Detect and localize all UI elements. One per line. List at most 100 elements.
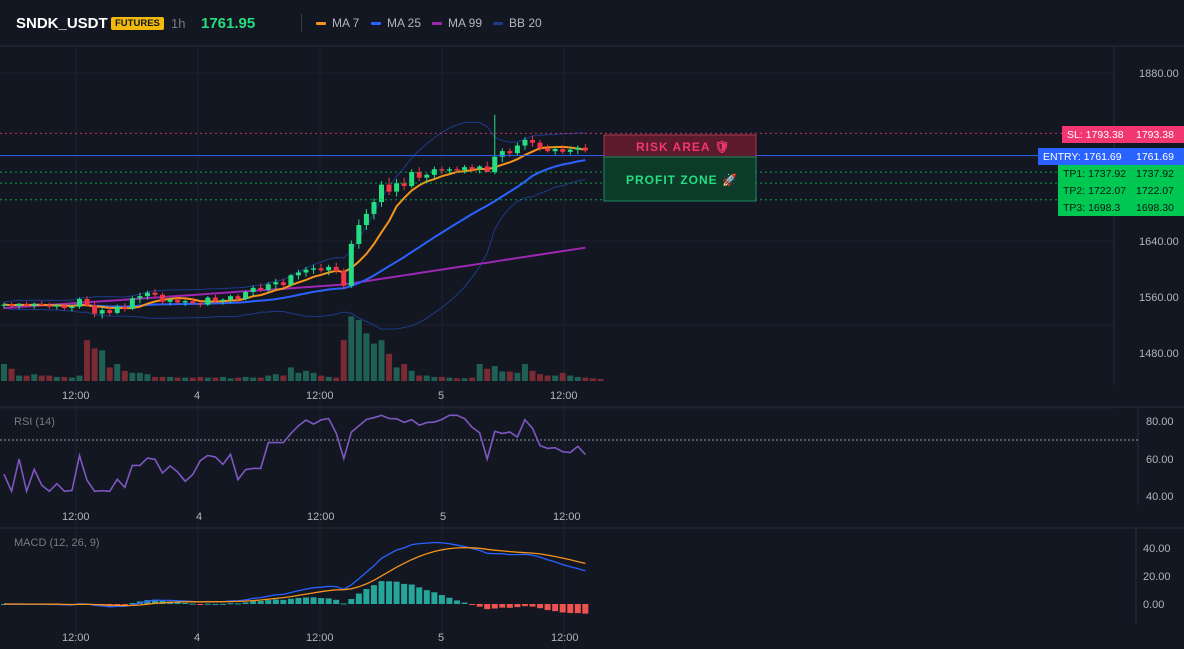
time-label: 4	[194, 390, 200, 402]
volume-bar	[521, 364, 528, 381]
candle-body	[160, 294, 166, 302]
candle-body	[235, 296, 241, 299]
candle-body	[190, 301, 196, 304]
time-axis-main: 12:00 4 12:00 5 12:00	[62, 390, 578, 402]
macd-hist-bar	[370, 585, 377, 604]
volume-bar	[167, 376, 174, 381]
macd-hist-bar	[378, 581, 385, 604]
volume-bar	[250, 377, 257, 381]
candle-body	[137, 296, 143, 299]
volume-bar	[84, 340, 91, 381]
volume-bar	[189, 377, 196, 381]
volume-bar	[484, 368, 491, 381]
timeframe-selector[interactable]: 1h	[171, 16, 186, 31]
candle-body	[280, 282, 286, 286]
volume-bar	[544, 375, 551, 381]
candle-body	[205, 297, 211, 305]
legend-ma7[interactable]: MA 7	[316, 16, 359, 30]
rsi-title: RSI (14)	[14, 416, 55, 428]
candle-body	[416, 172, 422, 178]
candle-body	[341, 271, 347, 286]
volume-bar	[438, 376, 445, 381]
volume-bar	[386, 353, 393, 381]
rsi-tick: 60.00	[1146, 454, 1174, 466]
time-label: 5	[438, 390, 444, 402]
legend-bb20[interactable]: BB 20	[493, 16, 542, 30]
time-label: 12:00	[550, 390, 578, 402]
level-price-value: 1793.38	[1136, 129, 1174, 141]
candle-body	[122, 306, 128, 309]
candle-body	[560, 149, 566, 152]
symbol-name[interactable]: SNDK_USDT	[16, 15, 108, 32]
volume-bar	[1, 364, 7, 381]
macd-hist-bar	[401, 583, 408, 604]
volume-bar	[182, 377, 189, 381]
candle-body	[99, 310, 105, 314]
price-tick: 1560.00	[1139, 292, 1179, 304]
macd-hist-bar	[182, 602, 189, 604]
candle-body	[409, 172, 415, 186]
level-tag-bg	[1062, 126, 1128, 143]
candle-body	[39, 303, 45, 306]
candle-body	[152, 292, 158, 295]
macd-hist-bar	[114, 604, 121, 606]
candle-body	[220, 299, 226, 302]
volume-bar	[53, 376, 60, 381]
candle-body	[175, 299, 181, 303]
candle-body	[129, 298, 135, 309]
time-label: 12:00	[306, 390, 334, 402]
level-price-bg	[1128, 148, 1184, 165]
volume-bar	[76, 375, 83, 381]
legend-ma99[interactable]: MA 99	[432, 16, 482, 30]
candle-body	[61, 305, 67, 309]
header-divider	[301, 14, 302, 32]
macd-hist-bar	[242, 602, 249, 604]
macd-hist-bar	[544, 604, 551, 611]
volume-bar	[219, 376, 226, 381]
level-tag-label: TP3: 1698.3	[1063, 202, 1120, 214]
grid-lines	[0, 45, 1184, 649]
macd-hist-bar	[325, 598, 332, 604]
macd-hist-bar	[287, 598, 294, 604]
volume-bar	[363, 333, 370, 381]
ma25-swatch-icon	[371, 21, 381, 25]
macd-hist-bar	[227, 603, 234, 605]
volume-bar	[559, 372, 566, 381]
candle-body	[545, 148, 551, 152]
macd-hist-bar	[197, 604, 204, 605]
candle-body	[386, 184, 392, 192]
legend-ma25[interactable]: MA 25	[371, 16, 421, 30]
candle-body	[303, 269, 309, 273]
volume-bar	[212, 377, 219, 381]
volume-bar	[476, 364, 483, 381]
macd-hist-bar	[280, 599, 287, 604]
volume-bar	[159, 376, 166, 381]
candle-body	[431, 169, 437, 175]
candle-body	[16, 303, 22, 306]
volume-bar	[303, 370, 309, 381]
profit-zone-label: PROFIT ZONE 🚀	[626, 173, 738, 187]
ma7-swatch-icon	[316, 21, 326, 25]
trade-levels	[0, 132, 1114, 201]
price-tick: 1480.00	[1139, 348, 1179, 360]
macd-tick: 40.00	[1143, 543, 1171, 555]
macd-hist-bar	[529, 604, 536, 607]
candle-body	[469, 167, 475, 170]
macd-hist-bar	[423, 590, 430, 604]
volume-bar	[348, 316, 355, 381]
legend-label: MA 7	[332, 16, 360, 30]
level-price-bg	[1128, 182, 1184, 199]
volume-bar	[408, 370, 415, 381]
macd-hist-bar	[250, 601, 257, 604]
candle-body	[537, 142, 543, 149]
macd-hist-bar	[438, 595, 445, 604]
price-tick: 1640.00	[1139, 236, 1179, 248]
macd-hist-bar	[431, 592, 438, 604]
volume-bar	[204, 377, 211, 381]
macd-hist-bar	[559, 604, 566, 613]
volume-bar	[91, 348, 98, 381]
time-label: 12:00	[62, 632, 90, 644]
candle-body	[514, 145, 520, 154]
candle-body	[318, 268, 324, 271]
